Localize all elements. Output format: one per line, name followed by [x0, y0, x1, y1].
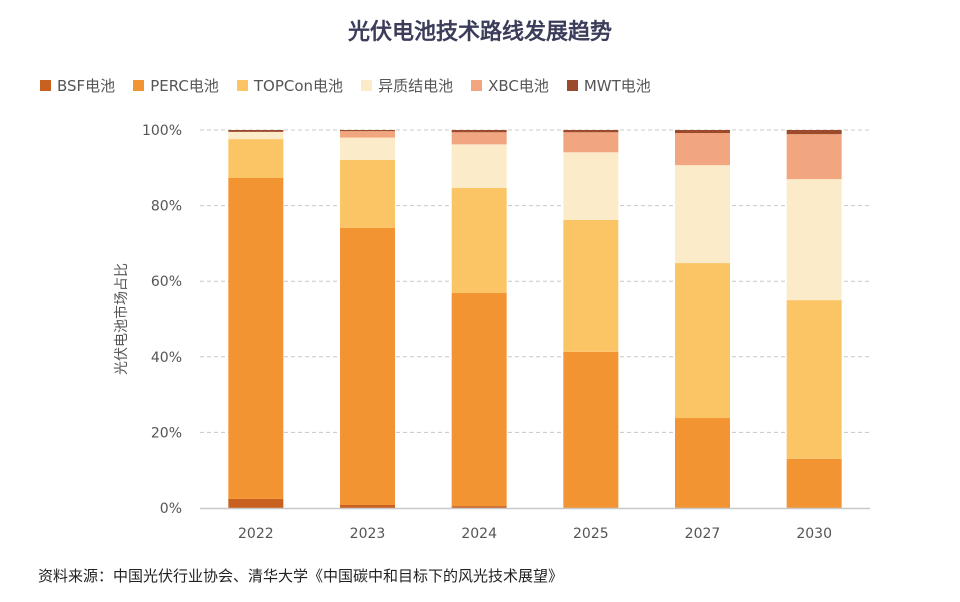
bar-segment	[563, 219, 619, 352]
bar-segment	[340, 159, 395, 228]
x-tick-label: 2024	[461, 526, 497, 542]
x-tick-label: 2022	[238, 526, 274, 542]
legend: BSF电池 PERC电池 TOPCon电池 异质结电池 XBC电池 MWT电池	[40, 75, 651, 96]
bar-segment	[228, 131, 284, 140]
y-tick-label: 20%	[151, 425, 182, 441]
y-tick-label: 40%	[151, 350, 182, 366]
legend-label: MWT电池	[583, 77, 651, 95]
legend-swatch	[471, 80, 483, 91]
legend-label: XBC电池	[488, 77, 549, 95]
legend-swatch	[361, 80, 373, 91]
legend-label: PERC电池	[150, 77, 219, 95]
bar-segment	[340, 227, 395, 505]
legend-swatch	[40, 80, 51, 91]
y-tick-label: 100%	[142, 123, 182, 139]
y-tick-label: 80%	[151, 199, 182, 215]
bar-segment	[786, 134, 842, 180]
bar-segment	[451, 187, 507, 293]
x-tick-label: 2027	[685, 526, 721, 542]
bar-segment	[786, 300, 842, 459]
bar-segment	[340, 130, 395, 132]
y-axis-label: 光伏电池市场占比	[113, 263, 130, 375]
bar-segment	[451, 132, 507, 145]
legend-item: MWT电池	[566, 75, 651, 96]
bar-segment	[451, 506, 507, 508]
x-tick-label: 2030	[796, 526, 832, 542]
legend-item: XBC电池	[471, 75, 549, 96]
bar-segment	[451, 292, 507, 507]
bar-segment	[228, 139, 284, 179]
source-note: 资料来源：中国光伏行业协会、清华大学《中国碳中和目标下的风光技术展望》	[38, 567, 564, 585]
legend-swatch	[566, 80, 578, 91]
bar-segment	[228, 498, 284, 508]
bar-segment	[451, 130, 507, 133]
legend-item: TOPCon电池	[236, 75, 344, 96]
bar-segment	[340, 137, 395, 160]
bar-segment	[675, 418, 730, 508]
bar-segment	[786, 458, 842, 508]
bar-segment	[563, 351, 619, 508]
bar-segment	[675, 263, 730, 419]
bar-segment	[340, 131, 395, 138]
chart-title: 光伏电池技术路线发展趋势	[347, 20, 612, 45]
y-tick-label: 0%	[160, 501, 182, 517]
legend-label: BSF电池	[57, 77, 116, 95]
bar-segment	[786, 179, 842, 301]
x-tick-label: 2023	[350, 526, 386, 542]
bar-segment	[451, 144, 507, 188]
bar-segment	[228, 178, 284, 499]
x-tick-label: 2025	[573, 526, 609, 542]
bar-segment	[675, 130, 730, 134]
bar-segment	[563, 130, 619, 133]
bar-segment	[675, 133, 730, 166]
bar-segment	[228, 130, 284, 132]
bar-segment	[786, 130, 842, 135]
bar-segment	[340, 504, 395, 508]
legend-item: PERC电池	[133, 75, 219, 96]
legend-item: BSF电池	[40, 75, 115, 96]
legend-item: 异质结电池	[361, 75, 453, 96]
bar-segment	[675, 165, 730, 264]
legend-label: TOPCon电池	[253, 77, 344, 95]
bar-segment	[563, 152, 619, 220]
y-tick-label: 60%	[151, 274, 182, 290]
legend-swatch	[133, 80, 145, 91]
bar-segment	[563, 132, 619, 153]
legend-swatch	[236, 80, 248, 91]
legend-label: 异质结电池	[378, 77, 454, 95]
